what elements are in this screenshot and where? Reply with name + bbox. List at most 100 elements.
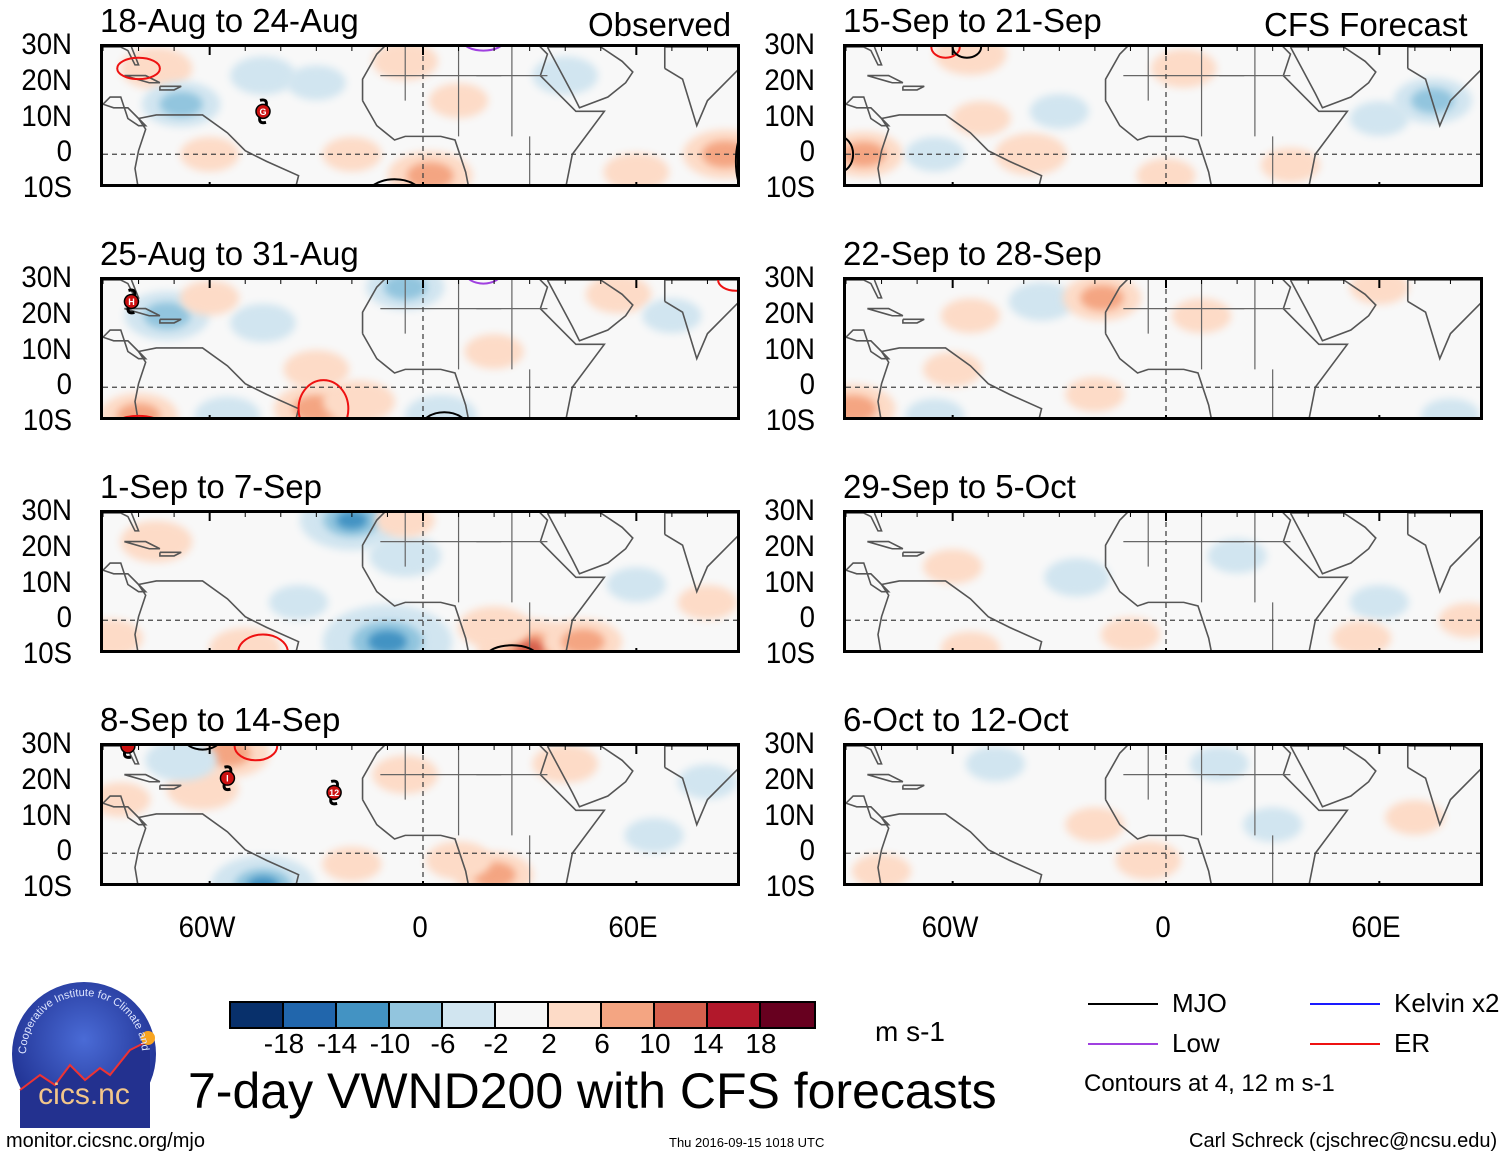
anomaly-core-strong — [247, 876, 279, 883]
coastline — [134, 813, 300, 883]
map-panel: G — [100, 44, 740, 187]
contour-mjo — [489, 644, 535, 650]
coastline — [867, 307, 904, 317]
y-tick-label: 10N — [764, 798, 815, 832]
y-tick-label: 10S — [765, 637, 815, 670]
coastline — [1104, 47, 1349, 184]
y-tick-label: 10N — [21, 99, 72, 133]
legend-line-kelvin-x2 — [1310, 1003, 1380, 1005]
anomaly-region — [1207, 538, 1267, 574]
anomaly-region — [905, 136, 965, 172]
coastline — [103, 562, 148, 593]
y-tick-label: 20N — [21, 529, 72, 563]
coastline — [124, 307, 161, 317]
coastline — [1104, 746, 1349, 883]
y-tick-label: 10S — [765, 171, 815, 204]
map-svg: I 12 — [103, 746, 737, 883]
y-tick-label: 10S — [22, 404, 72, 437]
source-url[interactable]: monitor.cicsnc.org/mjo — [6, 1130, 205, 1152]
anomaly-region — [464, 334, 524, 369]
contour-er — [123, 414, 154, 417]
anomaly-region — [923, 351, 983, 387]
y-tick-label: 30N — [21, 261, 72, 294]
contour-er — [930, 47, 961, 59]
contour-mjo — [846, 137, 855, 171]
coastline — [1289, 746, 1377, 808]
y-tick-label: 10S — [765, 404, 815, 437]
anomaly-region — [1065, 377, 1125, 412]
contour-low — [465, 47, 502, 52]
anomaly-region — [851, 853, 912, 883]
storm-marker — [120, 746, 136, 759]
coastline — [124, 74, 161, 84]
anomaly-region — [1029, 93, 1089, 129]
y-tick-label: 10N — [21, 332, 72, 366]
storm-marker: 12 — [326, 779, 342, 806]
map-panel — [843, 510, 1483, 653]
coastline — [159, 85, 182, 91]
y-tick-label: 20N — [21, 63, 72, 97]
y-tick-label: 20N — [21, 762, 72, 796]
coastline — [902, 318, 925, 324]
colorbar-swatch — [602, 1003, 655, 1027]
colorbar-tick-label: 6 — [594, 1028, 610, 1059]
anomaly-core — [143, 302, 191, 330]
colorbar-swatch — [655, 1003, 708, 1027]
y-tick-label: 10N — [764, 99, 815, 133]
anomaly-region — [145, 746, 218, 782]
coastline — [124, 540, 161, 550]
anomaly-core-strong — [368, 630, 407, 650]
anomaly-region — [677, 584, 737, 620]
anomaly-region — [268, 584, 329, 620]
coastline — [103, 746, 140, 765]
map-panel: H — [100, 277, 740, 420]
y-tick-label: 0 — [56, 368, 72, 402]
x-tick-label: 60E — [1351, 911, 1401, 944]
anomaly-region — [1260, 147, 1321, 183]
map-panel: I 12 — [100, 743, 740, 886]
y-tick-label: 30N — [764, 727, 815, 760]
y-tick-label: 10S — [22, 870, 72, 903]
coastline — [1406, 280, 1480, 361]
coastline — [103, 96, 148, 127]
coastline — [1406, 513, 1480, 594]
coastline — [902, 85, 925, 91]
y-tick-label: 10S — [22, 171, 72, 204]
anomaly-region — [940, 631, 1001, 650]
colorbar-tick-label: -6 — [430, 1028, 456, 1059]
coastline — [1406, 746, 1480, 827]
svg-text:H: H — [128, 297, 135, 307]
coastline — [361, 280, 606, 417]
y-tick-label: 10N — [764, 565, 815, 599]
coastline — [546, 280, 634, 342]
coastline — [663, 513, 737, 594]
contour-mjo — [187, 746, 218, 751]
anomaly-region — [1100, 617, 1161, 650]
anomaly-region — [1385, 800, 1445, 835]
map-svg — [846, 513, 1480, 650]
y-tick-label: 20N — [764, 63, 815, 97]
coastline — [124, 773, 161, 783]
contour-er — [233, 746, 279, 762]
colorbar-swatch — [549, 1003, 602, 1027]
anomaly-region — [923, 549, 983, 585]
anomaly-region — [940, 298, 1001, 334]
colorbar-tick-label: -18 — [263, 1028, 305, 1059]
anomaly-core — [1080, 285, 1124, 311]
anomaly-region — [103, 782, 151, 818]
coastline — [877, 813, 1043, 883]
y-tick-label: 30N — [764, 261, 815, 294]
y-tick-label: 30N — [21, 727, 72, 760]
map-panel — [843, 44, 1483, 187]
anomaly-region — [322, 136, 382, 172]
anomaly-region — [1243, 807, 1303, 843]
coastline — [846, 562, 891, 593]
coastline — [877, 114, 1043, 184]
panel-title: 18-Aug to 24-Aug — [100, 2, 359, 39]
coastline — [361, 746, 606, 883]
svg-text:12: 12 — [329, 788, 339, 798]
units-label: m s-1 — [875, 1016, 945, 1047]
anomaly-region — [677, 764, 737, 800]
y-tick-label: 30N — [21, 494, 72, 527]
coastline — [902, 551, 925, 557]
